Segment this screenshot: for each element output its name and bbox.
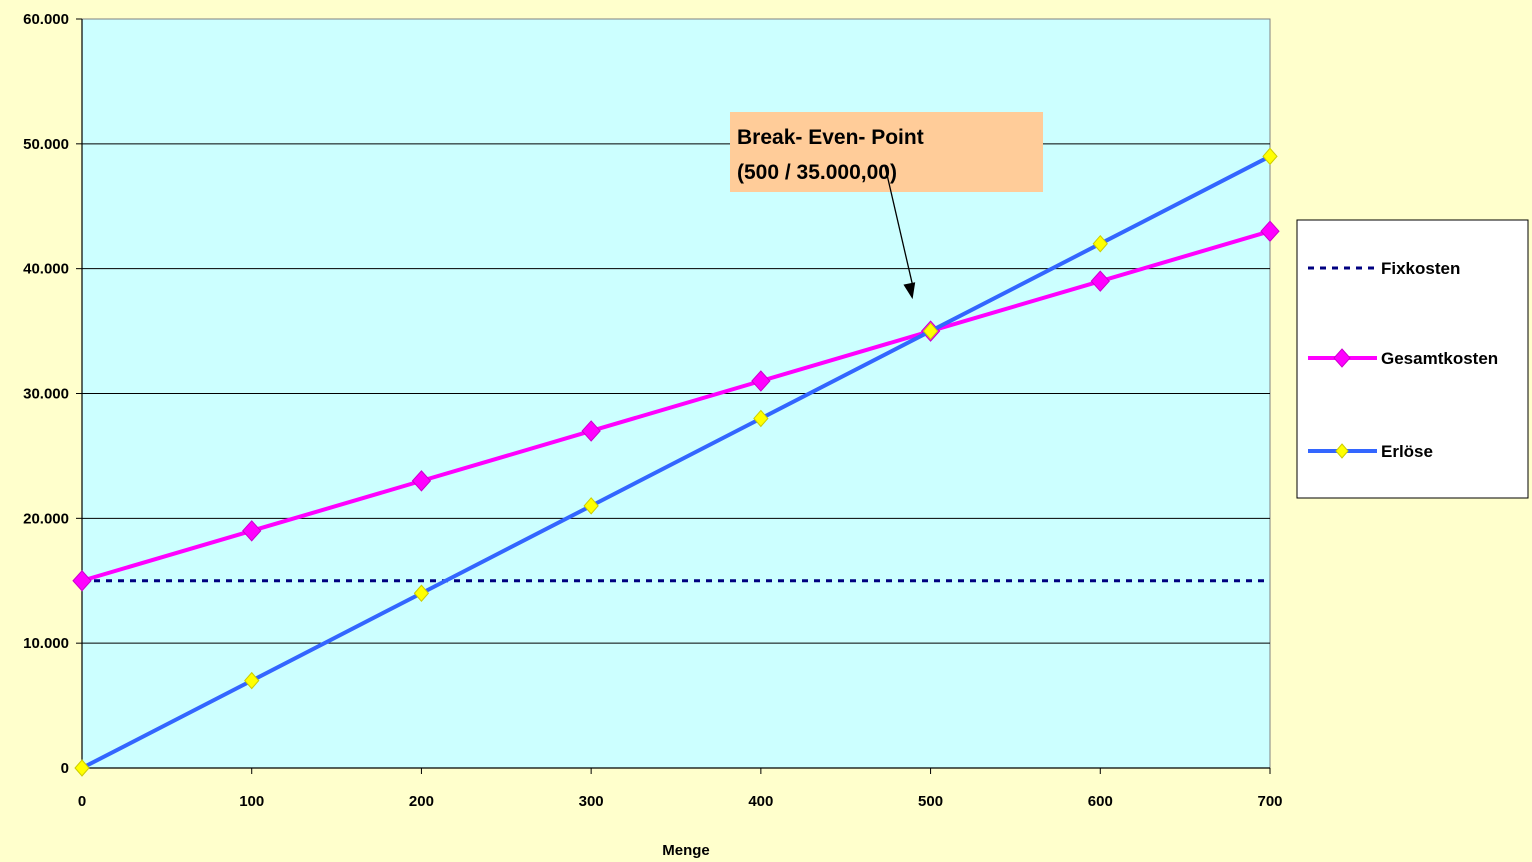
annotation-arrow-line <box>884 165 914 286</box>
series-group <box>72 147 1280 777</box>
legend-label: Erlöse <box>1381 442 1433 461</box>
legend-marker <box>1335 443 1349 459</box>
data-point <box>242 520 262 542</box>
annotation-text: (500 / 35.000,00) <box>737 161 897 184</box>
data-point <box>1260 220 1280 242</box>
data-point <box>413 584 430 602</box>
data-point <box>1262 147 1278 166</box>
annotation-box <box>730 112 1043 192</box>
data-point <box>1092 234 1108 253</box>
x-tick-label: 700 <box>1257 793 1282 810</box>
data-point <box>583 497 599 515</box>
data-point <box>581 420 601 442</box>
legend-marker <box>1333 348 1351 368</box>
series-line-1 <box>81 229 1271 583</box>
x-tick-label: 0 <box>78 793 86 810</box>
data-point <box>753 409 769 428</box>
gridlines <box>82 143 1270 644</box>
x-tick-label: 400 <box>748 793 773 810</box>
annotation-text: Break- Even- Point <box>737 126 924 149</box>
y-axis-ticks: 0 10.000 20.000 30.000 40.000 50.000 60.000 <box>23 11 82 777</box>
annotation-arrowhead <box>903 282 916 300</box>
y-tick-label: 30.000 <box>23 386 69 403</box>
data-point <box>74 759 90 777</box>
y-tick-label: 0 <box>61 760 69 777</box>
x-tick-label: 200 <box>409 793 434 810</box>
series-line-2 <box>81 154 1271 770</box>
data-point <box>72 570 92 592</box>
x-tick-label: 500 <box>918 793 943 810</box>
x-tick-label: 300 <box>579 793 604 810</box>
data-point <box>751 370 771 392</box>
x-tick-label: 600 <box>1088 793 1113 810</box>
y-tick-label: 60.000 <box>23 11 69 28</box>
x-axis-ticks: 0 100 200 300 400 500 600 700 <box>78 768 1283 810</box>
data-point <box>1090 270 1110 292</box>
x-axis-title: Menge <box>662 842 710 859</box>
x-tick-label: 100 <box>239 793 264 810</box>
data-point <box>922 322 939 340</box>
y-tick-label: 10.000 <box>23 635 69 652</box>
break-even-annotation: Break- Even- Point (500 / 35.000,00) <box>730 112 1043 300</box>
y-tick-label: 20.000 <box>23 510 69 527</box>
legend-label: Fixkosten <box>1381 259 1460 278</box>
legend: Fixkosten Gesamtkosten Erlöse <box>1296 219 1529 499</box>
y-tick-label: 40.000 <box>23 261 69 278</box>
data-point <box>244 671 260 690</box>
y-tick-label: 50.000 <box>23 136 69 153</box>
legend-label: Gesamtkosten <box>1381 349 1498 368</box>
data-point <box>411 470 432 492</box>
